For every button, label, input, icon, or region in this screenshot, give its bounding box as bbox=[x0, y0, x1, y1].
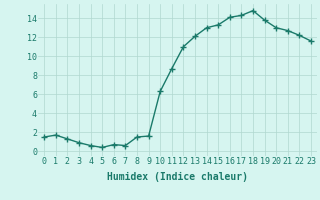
X-axis label: Humidex (Indice chaleur): Humidex (Indice chaleur) bbox=[107, 172, 248, 182]
